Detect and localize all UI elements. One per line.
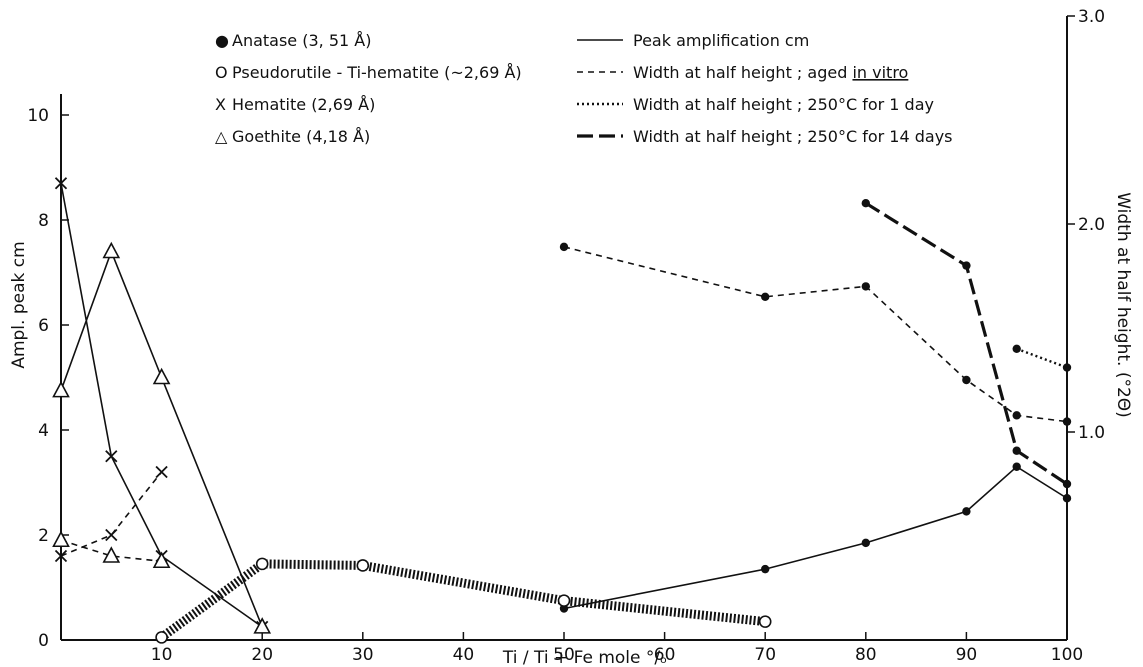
anatase-point xyxy=(962,375,971,385)
x-tick-label: 70 xyxy=(754,645,776,665)
y-left-tick-label: 8 xyxy=(38,211,49,231)
legend-line-label: Peak amplification cm xyxy=(633,31,809,50)
x-tick-label: 80 xyxy=(855,645,877,665)
legend-symbol: △ xyxy=(215,127,228,146)
axes: 10 20 30 40 50 60 70 80 90 100 0 2 4 6 8 10 1.0 2.0 3.0 xyxy=(27,7,1105,665)
series-anatasedashed xyxy=(559,242,1072,426)
anatase-point xyxy=(1062,479,1072,489)
legend-mineral-label: Hematite (2,69 Å) xyxy=(232,95,375,114)
goethite-point xyxy=(102,546,121,563)
y-axis-left-label: Ampl. peak cm xyxy=(9,241,29,368)
x-tick-label: 90 xyxy=(956,645,978,665)
pseudorutile-point xyxy=(758,615,772,628)
series-line xyxy=(563,246,1068,423)
anatase-point xyxy=(962,507,971,516)
goethite-point xyxy=(152,367,171,385)
pseudorutile-point xyxy=(155,631,168,644)
anatase-point xyxy=(1012,462,1021,471)
x-tick-label: 50 xyxy=(553,645,575,665)
series-anatasedotted xyxy=(1012,344,1072,372)
y-left-tick-label: 0 xyxy=(38,631,49,651)
x-tick-label: 20 xyxy=(251,645,273,665)
anatase-point xyxy=(861,282,870,291)
series-line xyxy=(60,249,263,628)
legend-line-label: Width at half height ; aged in vitro xyxy=(633,63,908,82)
pseudorutile-point xyxy=(255,557,269,571)
goethite-point xyxy=(52,530,70,548)
x-tick-label: 10 xyxy=(151,645,173,665)
series-line xyxy=(563,465,1068,610)
y-left-tick-label: 10 xyxy=(27,106,49,126)
legend: ● Anatase (3, 51 Å)O Pseudorutile - Ti-hem… xyxy=(215,31,953,146)
y-right-tick-label: 2.0 xyxy=(1078,215,1105,235)
anatase-point xyxy=(962,261,971,270)
legend-line-label: Width at half height ; 250°C for 14 days xyxy=(633,127,953,146)
goethite-point xyxy=(152,551,171,569)
legend-symbol: X xyxy=(215,95,226,114)
series-line xyxy=(864,201,1068,486)
anatase-point xyxy=(1062,417,1072,426)
legend-mineral-label: Pseudorutile - Ti-hematite (~2,69 Å) xyxy=(232,63,522,82)
y-left-tick-label: 2 xyxy=(38,526,49,546)
y-left-tick-label: 4 xyxy=(38,421,49,441)
anatase-point xyxy=(861,538,870,548)
pseudorutile-point xyxy=(356,559,370,572)
anatase-point xyxy=(1012,344,1021,353)
goethite-point xyxy=(52,380,70,398)
series-anataselongdash xyxy=(861,199,1072,489)
series-anatasesolid xyxy=(559,462,1072,613)
y-right-tick-label: 1.0 xyxy=(1078,423,1105,443)
legend-line-label: Width at half height ; 250°C for 1 day xyxy=(633,95,934,114)
hematite-point xyxy=(155,465,168,479)
goethite-point xyxy=(102,241,121,259)
anatase-point xyxy=(1062,363,1072,372)
series-hematitedashed xyxy=(54,465,168,563)
series-goethitedashed xyxy=(52,530,171,569)
y-right-tick-label: 3.0 xyxy=(1078,7,1105,27)
legend-underlined-text: in vitro xyxy=(852,63,908,82)
y-left-tick-label: 6 xyxy=(38,316,49,336)
goethite-point xyxy=(253,617,272,634)
series-line xyxy=(60,471,163,557)
x-axis-label: Ti / Ti + Fe mole °/ₒ xyxy=(502,648,667,667)
series-pseudorutile-ti-hematitehatched xyxy=(155,557,772,644)
x-tick-label: 40 xyxy=(453,645,475,665)
legend-symbol: ● xyxy=(215,31,229,50)
legend-symbol: O xyxy=(215,63,228,82)
anatase-point xyxy=(559,242,569,252)
x-tick-label: 100 xyxy=(1051,645,1083,665)
pseudorutile-point xyxy=(557,594,571,607)
hematite-point xyxy=(54,177,68,190)
hematite-point xyxy=(54,549,68,563)
series-layer xyxy=(52,177,1072,644)
anatase-point xyxy=(761,564,770,574)
anatase-point xyxy=(861,199,870,208)
series-goethitesolid xyxy=(52,241,272,634)
hematite-point xyxy=(105,450,118,463)
x-tick-label: 60 xyxy=(654,645,676,665)
y-axis-right-label: Width at half height. (°2Θ) xyxy=(1113,192,1133,418)
anatase-point xyxy=(761,292,770,301)
anatase-point xyxy=(1062,494,1072,503)
anatase-point xyxy=(1012,411,1021,420)
x-tick-label: 30 xyxy=(352,645,374,665)
anatase-point xyxy=(1012,446,1021,455)
hematite-point xyxy=(105,528,118,542)
legend-mineral-label: Goethite (4,18 Å) xyxy=(232,127,370,146)
legend-mineral-label: Anatase (3, 51 Å) xyxy=(232,31,371,50)
series-line xyxy=(1016,347,1068,369)
